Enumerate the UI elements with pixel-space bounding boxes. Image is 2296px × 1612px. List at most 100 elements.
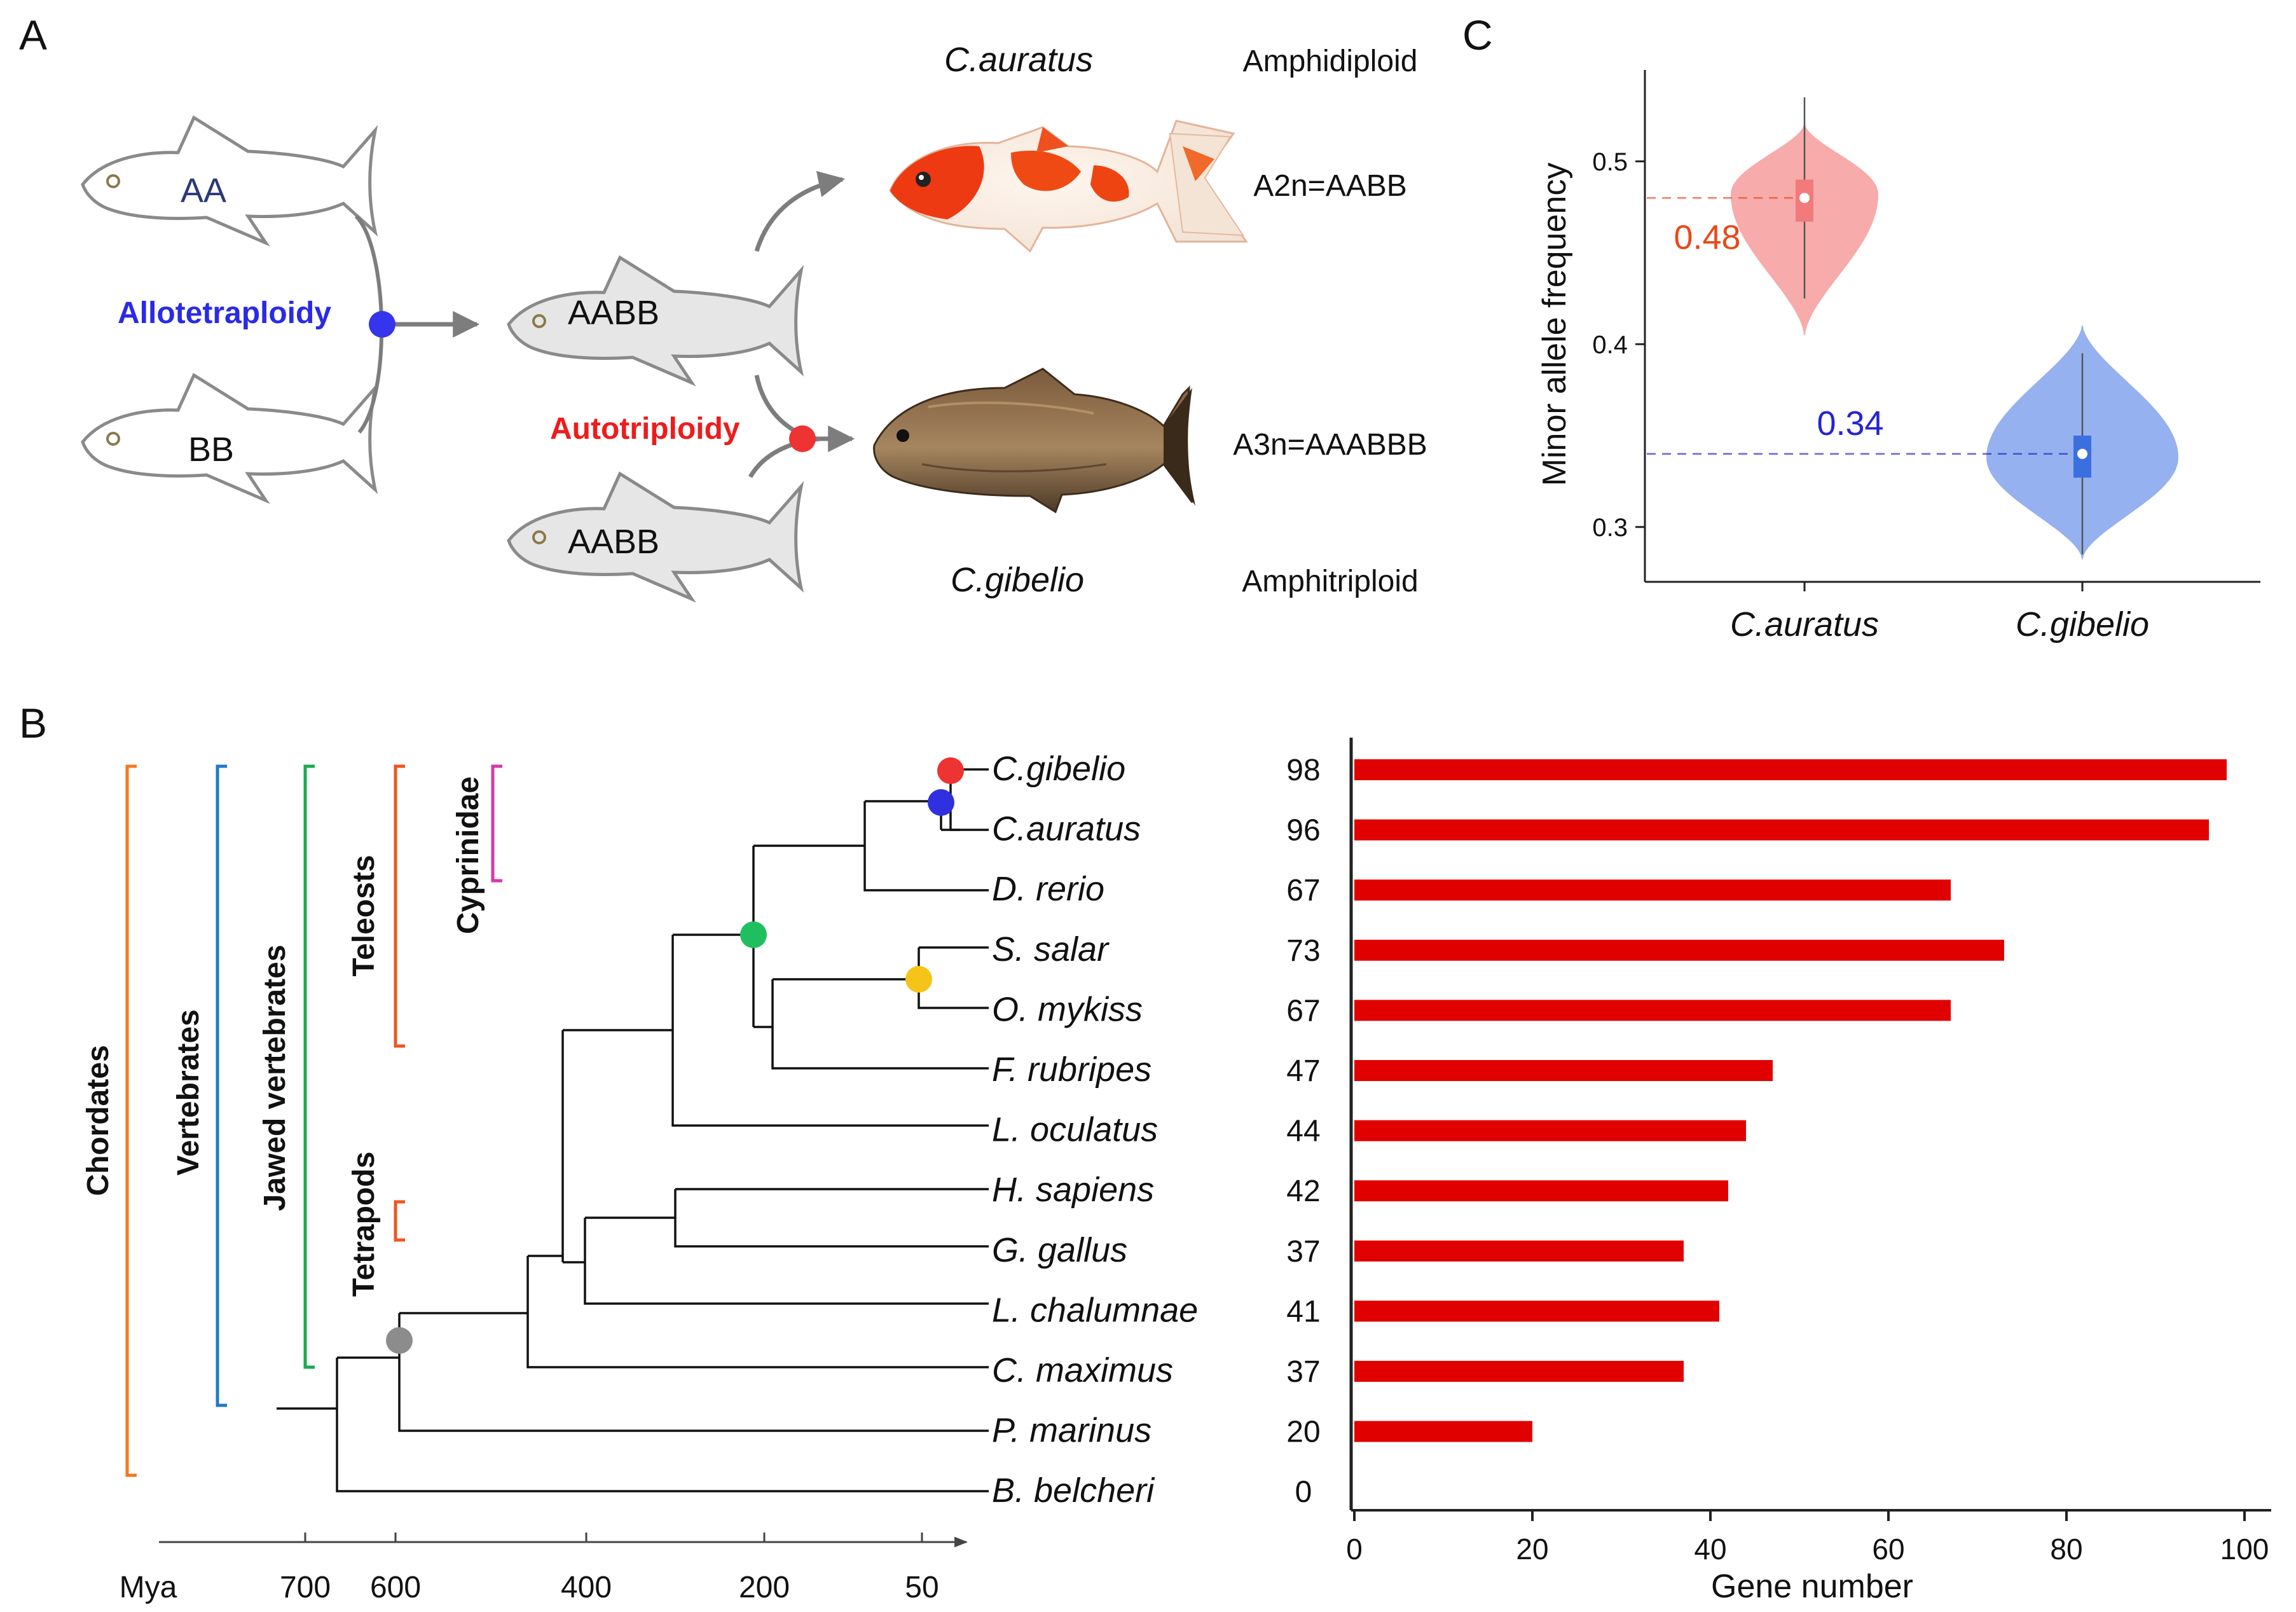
species-label: F. rubripes — [992, 1051, 1151, 1089]
clade-label-vertebrates: Vertebrates — [172, 1009, 205, 1176]
bracket-vertebrates — [216, 764, 227, 1407]
node-salmonid-wgd-dot — [905, 966, 932, 993]
allo-node-dot — [369, 311, 395, 338]
species-label: D. rerio — [992, 870, 1104, 908]
species-bottom-label: C.gibelio — [951, 561, 1084, 599]
fish-aabb-bottom-label: AABB — [568, 523, 659, 561]
allotetraploidy-label: Allotetraploidy — [118, 296, 331, 330]
panel-c: Minor allele frequency 0.3 0.4 0.5 C.aurat… — [1536, 70, 2260, 644]
species-label: L. chalumnae — [992, 1291, 1198, 1329]
panel-c-y-ticks: 0.3 0.4 0.5 — [1592, 148, 1645, 542]
gene-bars — [1354, 759, 2227, 1442]
panel-c-x-tick-label: C.gibelio — [2016, 605, 2149, 644]
gene-count-label: 73 — [1286, 934, 1320, 968]
species-label: P. marinus — [992, 1412, 1151, 1450]
gene-bar — [1354, 1120, 1746, 1141]
gene-count-label: 41 — [1286, 1295, 1320, 1328]
gene-count-label: 98 — [1286, 754, 1320, 787]
panel-c-y-tick-label: 0.5 — [1592, 148, 1628, 176]
clade-label-tetrapods: Tetrapods — [347, 1152, 381, 1297]
fish-aa-icon — [83, 118, 375, 243]
genome-top-label: A2n=AABB — [1253, 169, 1407, 203]
time-tick-400: 400 — [561, 1571, 612, 1604]
goldfish-c-auratus-icon — [889, 120, 1248, 253]
ploidy-bottom-label: Amphitriploid — [1242, 565, 1418, 598]
gene-count-label: 37 — [1286, 1235, 1320, 1269]
panel-c-x-ticks: C.auratus C.gibelio — [1730, 582, 2149, 644]
clade-label-chordates: Chordates — [81, 1045, 115, 1195]
bar-x-tick-label: 40 — [1694, 1533, 1726, 1566]
gene-bar — [1354, 1361, 1684, 1382]
fish-bb-label: BB — [188, 431, 234, 469]
species-label: C. maximus — [992, 1351, 1173, 1389]
fish-aabb-top-label: AABB — [568, 294, 659, 332]
gene-count-label: 20 — [1286, 1416, 1320, 1449]
gene-count-labels: 98 96 67 73 67 47 44 42 37 41 37 20 0 — [1286, 754, 1320, 1509]
violin-median-dot — [1799, 193, 1810, 203]
species-labels: C.gibelio C.auratus D. rerio S. salar O. myk… — [992, 750, 1198, 1510]
node-teleost-wgd-dot — [740, 921, 767, 948]
node-autotriploidy-dot — [937, 757, 964, 784]
genome-bottom-label: A3n=AAABBB — [1233, 428, 1427, 462]
panel-c-violins: 0.48 0.34 — [1647, 97, 2179, 561]
panel-c-ylabel: Minor allele frequency — [1536, 163, 1573, 486]
panel-c-x-tick-label: C.auratus — [1730, 605, 1879, 644]
species-label: O. mykiss — [992, 990, 1143, 1028]
phylogenetic-tree — [277, 768, 989, 1492]
panel-b: Chordates Vertebrates Jawed vertebrates … — [81, 738, 2271, 1605]
gene-bar — [1354, 1180, 1728, 1202]
clade-label-cyprinidae: Cyprinidae — [451, 776, 485, 934]
fish-aa-label: AA — [181, 172, 226, 210]
gene-bar — [1354, 939, 2004, 961]
time-axis-unit: Mya — [120, 1571, 177, 1604]
panel-label-b: B — [19, 699, 47, 747]
bracket-cyprinidae — [491, 764, 502, 883]
gene-count-label: 96 — [1286, 814, 1320, 848]
fish-aabb-top-icon — [509, 258, 801, 383]
bar-x-tick-label: 0 — [1346, 1533, 1363, 1566]
species-label: B. belcheri — [992, 1471, 1155, 1510]
species-label: H. sapiens — [992, 1171, 1154, 1209]
clade-brackets — [125, 764, 502, 1477]
gene-count-label: 42 — [1286, 1175, 1320, 1208]
gene-bar — [1354, 1300, 1719, 1322]
arrow-to-c-auratus — [754, 170, 846, 252]
gene-count-label: 67 — [1286, 994, 1320, 1028]
bar-x-ticks: 0 20 40 60 80 100 — [1346, 1510, 2269, 1566]
gene-bar — [1354, 879, 1951, 901]
panel-label-c: C — [1462, 11, 1493, 59]
node-vertebrate-wgd-dot — [386, 1327, 413, 1354]
gene-count-label: 37 — [1286, 1355, 1320, 1389]
species-label: L. oculatus — [992, 1111, 1158, 1149]
gene-count-label: 67 — [1286, 874, 1320, 907]
species-label: G. gallus — [992, 1231, 1127, 1269]
clade-label-teleosts: Teleosts — [347, 855, 381, 976]
gene-bar — [1354, 1240, 1684, 1262]
gene-count-label: 44 — [1286, 1115, 1320, 1148]
panel-c-y-tick-label: 0.3 — [1592, 514, 1628, 542]
median-value-label: 0.48 — [1674, 218, 1740, 256]
bracket-tetrapods — [394, 1200, 405, 1242]
auto-node-dot — [789, 425, 816, 452]
gene-bar — [1354, 819, 2209, 841]
bar-x-tick-label: 100 — [2220, 1533, 2269, 1566]
panel-a: AA BB Allotetraploidy AABB Autotriploidy… — [83, 41, 1427, 599]
gene-bar — [1354, 759, 2227, 780]
gene-bar — [1354, 1000, 1951, 1021]
gene-count-label: 0 — [1295, 1475, 1312, 1509]
violin-median-dot — [2077, 448, 2087, 459]
panel-label-a: A — [19, 11, 47, 59]
bracket-jawed — [303, 764, 315, 1369]
time-axis-ticks — [304, 1533, 923, 1542]
species-top-label: C.auratus — [944, 41, 1093, 79]
fish-bb-icon — [83, 375, 375, 500]
clade-label-jawed: Jawed vertebrates — [258, 945, 292, 1211]
species-label: S. salar — [992, 930, 1110, 968]
median-value-label: 0.34 — [1817, 404, 1883, 443]
bar-x-tick-label: 20 — [1516, 1533, 1548, 1566]
node-allotetraploidy-dot — [928, 789, 954, 816]
gene-bar — [1354, 1060, 1773, 1081]
time-tick-200: 200 — [739, 1571, 790, 1604]
clade-labels: Chordates Vertebrates Jawed vertebrates … — [81, 776, 485, 1297]
bar-x-tick-label: 80 — [2050, 1533, 2082, 1566]
